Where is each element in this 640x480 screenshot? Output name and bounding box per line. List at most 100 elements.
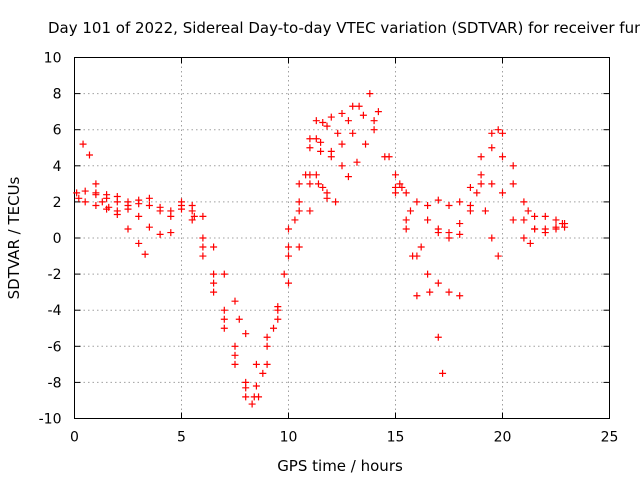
data-point	[190, 212, 198, 220]
data-point	[263, 333, 271, 341]
data-point	[167, 212, 175, 220]
data-point	[445, 202, 453, 210]
data-point	[135, 212, 143, 220]
data-point	[509, 180, 517, 188]
data-point	[145, 223, 153, 231]
data-point	[220, 324, 228, 332]
data-point	[210, 279, 218, 287]
data-point	[456, 220, 464, 228]
data-point	[231, 342, 239, 350]
data-point	[402, 189, 410, 197]
data-point	[220, 306, 228, 314]
data-point	[466, 207, 474, 215]
data-point	[409, 252, 417, 260]
data-point	[338, 109, 346, 117]
data-point	[353, 158, 361, 166]
y-tick-label: -10	[39, 412, 62, 428]
data-point	[92, 202, 100, 210]
data-point	[445, 288, 453, 296]
series-track-7	[306, 126, 378, 181]
data-point	[210, 270, 218, 278]
data-point	[285, 252, 292, 260]
data-point	[98, 198, 106, 206]
data-point	[285, 225, 292, 233]
y-tick-label: 0	[53, 231, 62, 247]
x-tick-label: 15	[387, 430, 405, 446]
data-point	[488, 129, 496, 137]
y-tick-label: 8	[53, 87, 62, 103]
data-point	[417, 243, 425, 251]
data-point	[285, 243, 292, 251]
data-point	[220, 270, 228, 278]
data-point	[210, 243, 218, 251]
data-point	[445, 234, 453, 242]
data-point	[274, 303, 282, 311]
data-point	[344, 173, 352, 181]
data-point	[92, 180, 100, 188]
data-point	[366, 90, 374, 98]
data-point	[370, 126, 378, 134]
series-track-5	[190, 102, 357, 368]
data-point	[248, 400, 256, 408]
data-point	[242, 393, 250, 401]
data-point	[220, 315, 228, 323]
x-tick-label: 20	[494, 430, 512, 446]
y-tick-label: 4	[53, 159, 62, 175]
data-point	[402, 216, 410, 224]
data-point	[135, 239, 143, 247]
data-point	[424, 216, 432, 224]
data-point	[317, 147, 325, 155]
data-point	[103, 191, 111, 199]
data-point	[312, 135, 320, 143]
x-tick-label: 10	[280, 430, 298, 446]
data-point	[456, 292, 464, 300]
data-point	[424, 270, 432, 278]
data-point	[509, 162, 517, 170]
data-point	[520, 216, 528, 224]
data-point	[488, 180, 496, 188]
data-point	[338, 162, 346, 170]
y-tick-label: -2	[48, 267, 62, 283]
y-tick-label: -4	[48, 303, 62, 319]
data-point	[319, 118, 327, 126]
data-point	[113, 192, 121, 200]
data-point	[323, 122, 331, 130]
data-point	[235, 315, 243, 323]
data-point	[199, 252, 207, 260]
data-point	[499, 153, 506, 161]
y-tick-label: 10	[44, 51, 62, 67]
data-point	[374, 108, 382, 116]
x-axis-label: GPS time / hours	[277, 457, 403, 475]
data-point	[398, 183, 406, 191]
data-point	[306, 135, 314, 143]
series-track-6	[285, 171, 331, 233]
data-point	[424, 202, 432, 210]
data-point	[274, 315, 282, 323]
data-point	[552, 223, 560, 231]
y-tick-label: 6	[53, 123, 62, 139]
data-point	[456, 198, 464, 206]
data-point	[231, 351, 239, 359]
data-point	[362, 140, 370, 148]
data-point	[124, 225, 132, 233]
data-point	[488, 234, 496, 242]
data-point	[156, 207, 164, 215]
data-point	[327, 113, 335, 121]
data-point	[509, 216, 517, 224]
data-point	[295, 207, 303, 215]
series-track-2	[75, 90, 447, 401]
data-point	[242, 378, 250, 386]
data-point	[210, 288, 218, 296]
data-point	[520, 198, 528, 206]
data-point	[494, 126, 502, 134]
data-point	[141, 250, 149, 258]
series-track-12	[473, 189, 502, 260]
data-point	[135, 200, 143, 208]
data-point	[231, 297, 239, 305]
data-point	[167, 229, 175, 237]
data-point	[124, 205, 132, 213]
data-point	[526, 239, 534, 247]
data-point	[295, 243, 303, 251]
data-point	[92, 189, 100, 197]
data-point	[75, 194, 83, 202]
